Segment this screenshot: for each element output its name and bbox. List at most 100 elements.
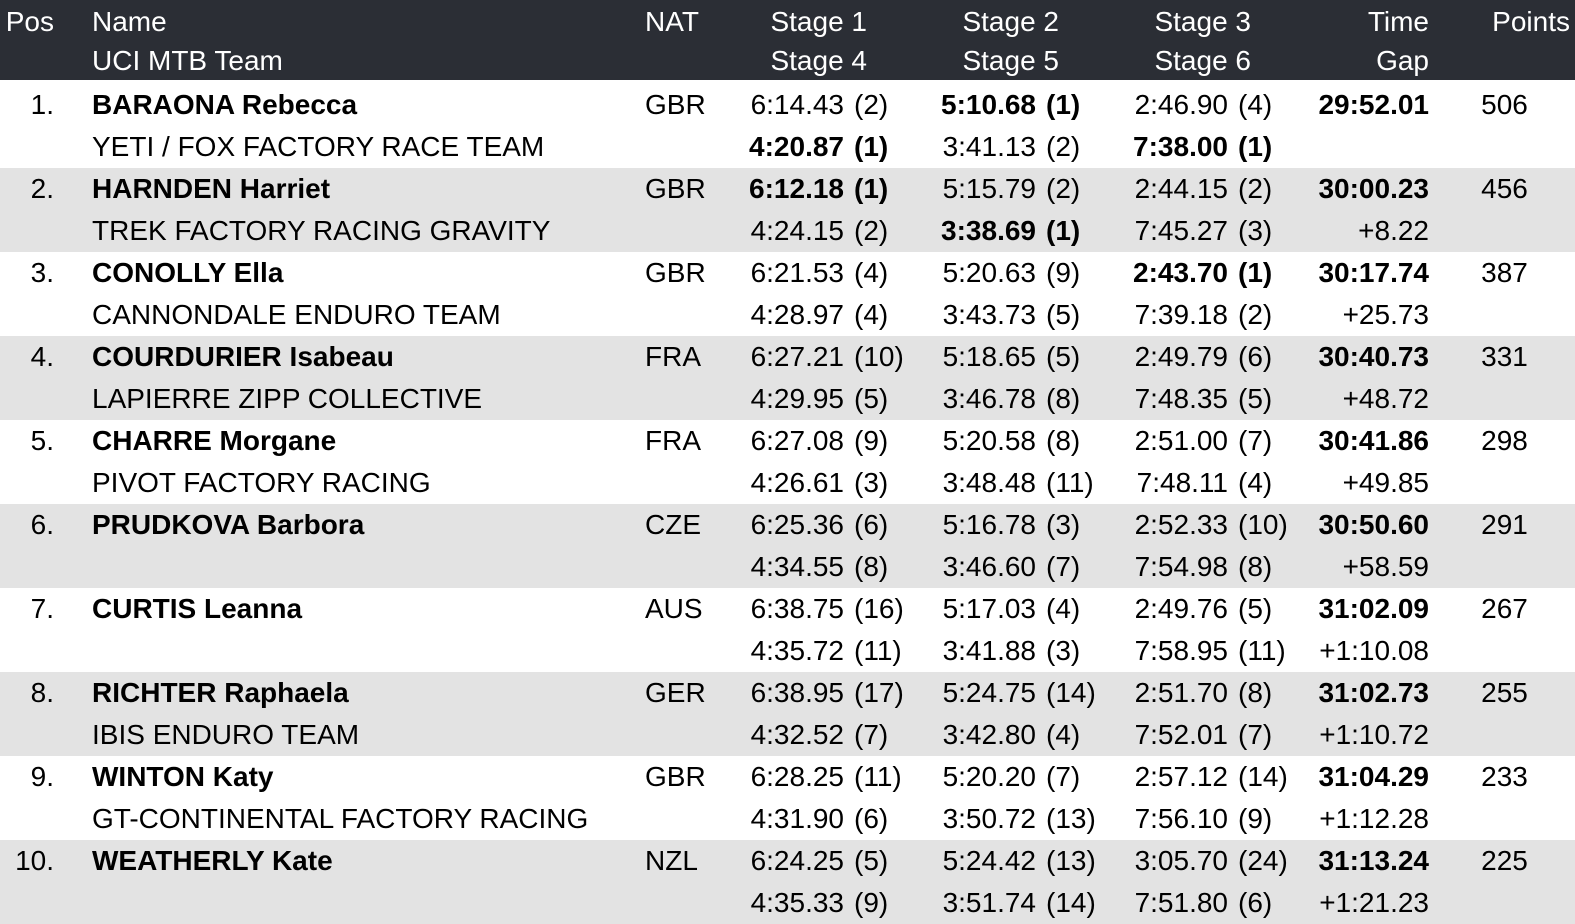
stage6-result: 7:38.00 (1) (1114, 126, 1306, 168)
stage4-rank: (3) (854, 467, 889, 498)
stage6-time: 7:52.01 (1134, 719, 1228, 750)
stage6-rank: (9) (1238, 803, 1273, 834)
stage1-result: 6:28.25 (11) (730, 756, 922, 798)
nationality: FRA (645, 425, 701, 456)
stage5-rank: (3) (1046, 635, 1081, 666)
stage3-time: 2:51.70 (1134, 677, 1228, 708)
header-points: Points (1492, 6, 1570, 37)
total-time: 30:17.74 (1318, 257, 1429, 288)
stage1-result: 6:38.95 (17) (730, 672, 922, 714)
points: 255 (1481, 677, 1528, 708)
stage3-rank: (24) (1238, 845, 1288, 876)
stage1-rank: (6) (854, 509, 889, 540)
stage6-time: 7:48.35 (1134, 383, 1228, 414)
header-nat: NAT (645, 6, 699, 37)
total-time: 31:02.73 (1318, 677, 1429, 708)
stage1-result: 6:24.25 (5) (730, 840, 922, 882)
position: 4. (30, 341, 54, 372)
stage4-result: 4:35.33 (9) (730, 882, 922, 924)
stage1-time: 6:25.36 (750, 509, 844, 540)
stage4-rank: (11) (854, 635, 902, 666)
nationality: NZL (645, 845, 698, 876)
position: 6. (30, 509, 54, 540)
table-row: 2. HARNDEN Harriet TREK FACTORY RACING G… (0, 168, 1575, 252)
position: 1. (30, 89, 54, 120)
stage4-result: 4:32.52 (7) (730, 714, 922, 756)
stage2-time: 5:24.75 (942, 677, 1036, 708)
stage1-rank: (9) (854, 425, 889, 456)
time-gap: +1:21.23 (1319, 887, 1429, 918)
header-name: Name (92, 6, 167, 37)
stage2-time: 5:15.79 (942, 173, 1036, 204)
rider-name: BARAONA Rebecca (92, 89, 358, 120)
stage3-result: 2:49.76 (5) (1114, 588, 1306, 630)
header-team: UCI MTB Team (92, 45, 283, 76)
team-name: CANNONDALE ENDURO TEAM (92, 299, 501, 330)
stage4-result: 4:26.61 (3) (730, 462, 922, 504)
time-gap: +25.73 (1342, 299, 1429, 330)
stage2-rank: (2) (1046, 173, 1081, 204)
stage6-result: 7:54.98 (8) (1114, 546, 1306, 588)
stage4-time: 4:20.87 (749, 131, 844, 162)
stage3-result: 2:46.90 (4) (1114, 84, 1306, 126)
table-header: Pos Name UCI MTB Team NAT Stage 1 Stage … (0, 0, 1575, 84)
stage3-time: 2:46.90 (1134, 89, 1228, 120)
nationality: GBR (645, 761, 706, 792)
stage6-time: 7:39.18 (1134, 299, 1228, 330)
nationality: FRA (645, 341, 701, 372)
table-row: 8. RICHTER Raphaela IBIS ENDURO TEAM GER… (0, 672, 1575, 756)
stage1-time: 6:12.18 (749, 173, 844, 204)
position: 8. (30, 677, 54, 708)
stage3-time: 2:52.33 (1134, 509, 1228, 540)
rider-name: COURDURIER Isabeau (92, 341, 394, 372)
stage2-rank: (3) (1046, 509, 1081, 540)
stage4-time: 4:31.90 (750, 803, 844, 834)
stage6-rank: (5) (1238, 383, 1273, 414)
stage2-rank: (14) (1046, 677, 1096, 708)
stage1-time: 6:27.08 (750, 425, 844, 456)
header-stage2: Stage 2 (962, 6, 1059, 37)
stage6-rank: (11) (1238, 635, 1286, 666)
stage2-result: 5:24.75 (14) (922, 672, 1114, 714)
stage4-time: 4:32.52 (750, 719, 844, 750)
team-name: IBIS ENDURO TEAM (92, 719, 360, 750)
stage6-result: 7:45.27 (3) (1114, 210, 1306, 252)
stage5-time: 3:38.69 (941, 215, 1036, 246)
rider-name: CONOLLY Ella (92, 257, 284, 288)
table-row: 1. BARAONA Rebecca YETI / FOX FACTORY RA… (0, 84, 1575, 168)
team-name: PIVOT FACTORY RACING (92, 467, 431, 498)
total-time: 30:40.73 (1318, 341, 1429, 372)
nationality: CZE (645, 509, 701, 540)
stage4-time: 4:28.97 (750, 299, 844, 330)
stage5-time: 3:43.73 (942, 299, 1036, 330)
stage5-result: 3:41.13 (2) (922, 126, 1114, 168)
stage6-result: 7:48.11 (4) (1114, 462, 1306, 504)
stage5-result: 3:43.73 (5) (922, 294, 1114, 336)
stage5-rank: (7) (1046, 551, 1081, 582)
nationality: AUS (645, 593, 703, 624)
stage3-time: 2:51.00 (1134, 425, 1228, 456)
stage2-time: 5:20.20 (942, 761, 1036, 792)
header-stage3: Stage 3 (1154, 6, 1251, 37)
time-gap: +49.85 (1342, 467, 1429, 498)
stage5-time: 3:42.80 (942, 719, 1036, 750)
stage4-time: 4:26.61 (750, 467, 844, 498)
table-row: 3. CONOLLY Ella CANNONDALE ENDURO TEAM G… (0, 252, 1575, 336)
stage6-time: 7:45.27 (1134, 215, 1228, 246)
header-pos: Pos (5, 6, 54, 37)
stage1-rank: (10) (854, 341, 904, 372)
stage3-result: 3:05.70 (24) (1114, 840, 1306, 882)
rider-name: HARNDEN Harriet (92, 173, 331, 204)
stage4-rank: (1) (854, 131, 889, 162)
stage1-result: 6:12.18 (1) (730, 168, 922, 210)
stage6-result: 7:56.10 (9) (1114, 798, 1306, 840)
stage5-rank: (8) (1046, 383, 1081, 414)
stage3-result: 2:51.00 (7) (1114, 420, 1306, 462)
stage6-rank: (4) (1238, 467, 1273, 498)
stage3-rank: (4) (1238, 89, 1273, 120)
stage2-result: 5:20.20 (7) (922, 756, 1114, 798)
stage6-result: 7:48.35 (5) (1114, 378, 1306, 420)
points: 291 (1481, 509, 1528, 540)
stage5-result: 3:46.60 (7) (922, 546, 1114, 588)
stage2-rank: (13) (1046, 845, 1096, 876)
